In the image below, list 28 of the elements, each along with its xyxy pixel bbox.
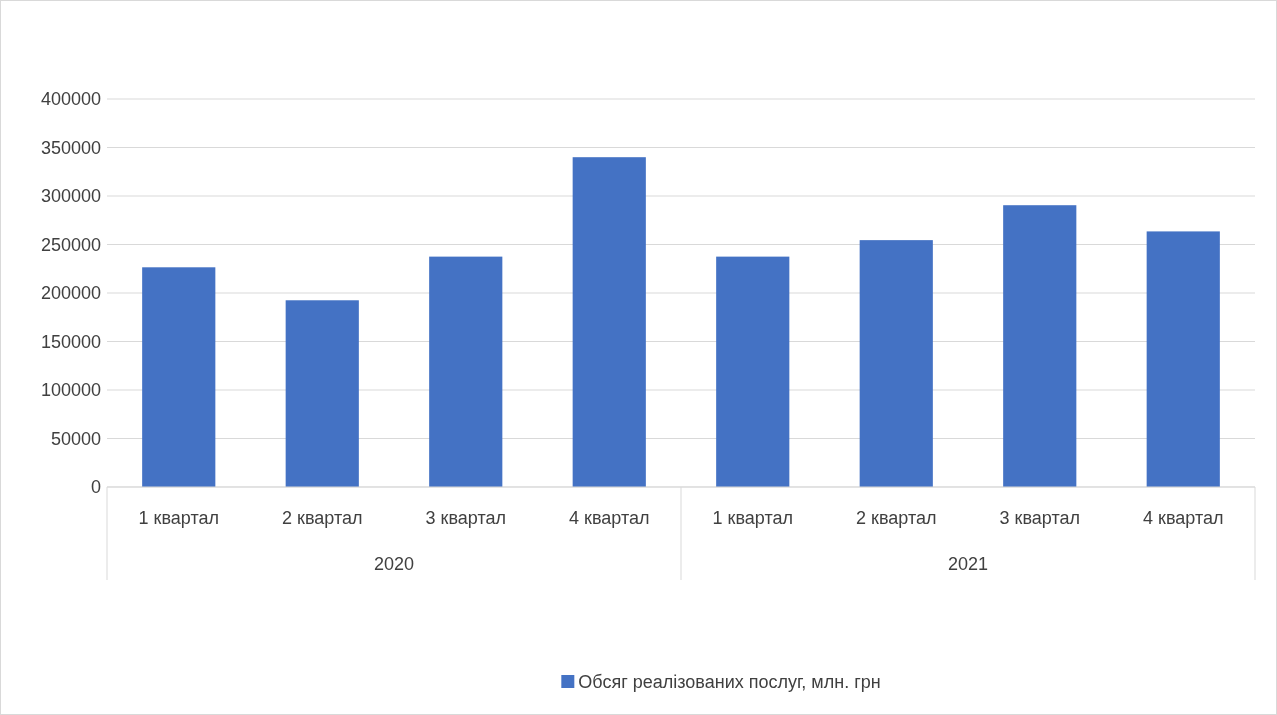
x-tick-label: 1 квартал xyxy=(138,507,219,528)
y-tick-label: 0 xyxy=(90,477,101,498)
y-tick-label: 350000 xyxy=(40,137,101,158)
x-tick-label: 4 квартал xyxy=(569,507,650,528)
x-tick-label: 2 квартал xyxy=(856,507,937,528)
bar xyxy=(285,300,359,487)
bar xyxy=(429,256,503,487)
bar xyxy=(859,240,933,487)
y-tick-label: 400000 xyxy=(40,89,101,110)
y-tick-label: 200000 xyxy=(40,283,101,304)
bar xyxy=(142,267,216,487)
y-tick-label: 50000 xyxy=(50,428,101,449)
x-tick-label: 1 квартал xyxy=(712,507,793,528)
x-tick-label: 4 квартал xyxy=(1143,507,1224,528)
bar xyxy=(1003,205,1077,487)
text: 2021 xyxy=(947,554,989,574)
x-tick-label: 3 квартал xyxy=(999,507,1080,528)
y-tick-label: 100000 xyxy=(40,380,101,401)
x-tick-label: 3 квартал xyxy=(425,507,506,528)
x-tick-label: 2 квартал xyxy=(282,507,363,528)
y-tick-label: 250000 xyxy=(40,234,101,255)
bar xyxy=(572,157,646,487)
y-tick-label: 300000 xyxy=(40,186,101,207)
y-tick-label: 150000 xyxy=(40,331,101,352)
text: 2020 xyxy=(373,554,415,574)
bar xyxy=(1146,231,1220,487)
bar xyxy=(716,256,790,487)
legend-label: Обсяг реалізованих послуг, млн. грн xyxy=(578,672,881,692)
